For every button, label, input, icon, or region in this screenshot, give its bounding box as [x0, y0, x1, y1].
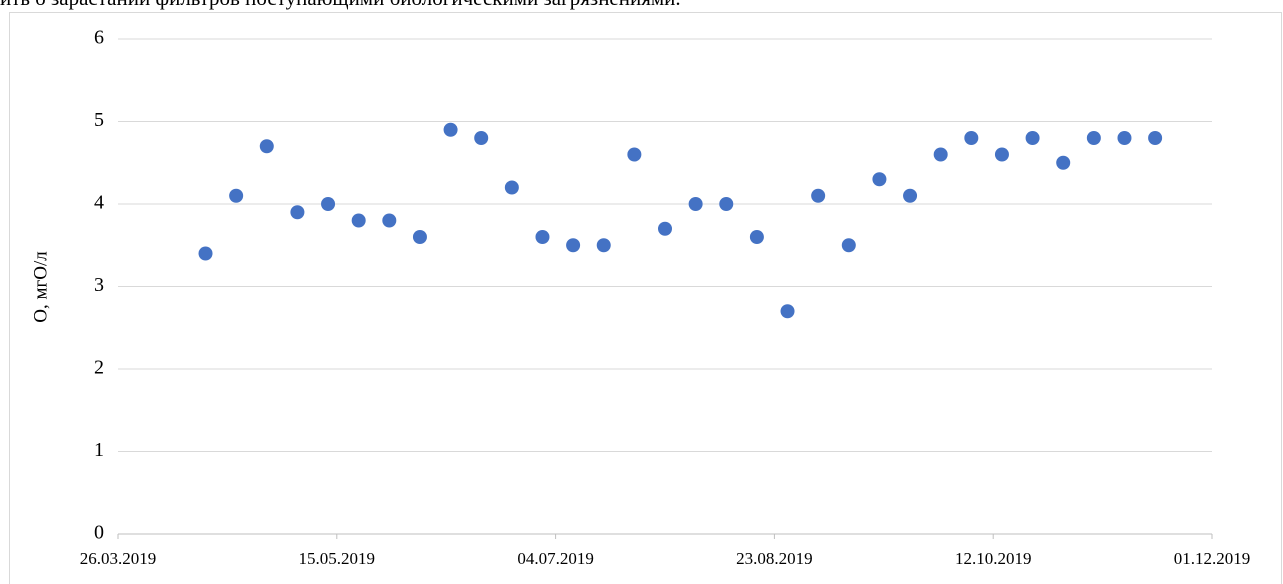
point — [688, 197, 703, 211]
point — [229, 188, 244, 203]
chart-frame — [9, 12, 1282, 584]
point — [749, 230, 764, 244]
point — [627, 147, 642, 162]
point — [474, 131, 489, 145]
point — [811, 188, 826, 203]
point — [1025, 131, 1040, 145]
x-tick-label: 26.03.2019 — [80, 549, 157, 568]
point — [443, 122, 458, 137]
point — [1056, 155, 1071, 170]
point — [596, 238, 611, 253]
x-tick-label: 01.12.2019 — [1174, 549, 1251, 568]
point — [290, 205, 305, 220]
point — [259, 139, 274, 154]
point — [658, 221, 672, 236]
point — [504, 180, 519, 195]
x-tick-label: 15.05.2019 — [299, 549, 376, 568]
y-tick-label: 4 — [94, 192, 104, 214]
point — [964, 131, 979, 145]
x-tick-label: 04.07.2019 — [517, 549, 594, 568]
point — [933, 147, 948, 162]
y-tick-label: 1 — [94, 439, 104, 461]
y-tick-label: 0 — [94, 522, 104, 544]
point — [719, 197, 734, 211]
point — [566, 238, 581, 253]
document-text: ить о зарастании фильтров поступающими б… — [0, 0, 681, 11]
point — [535, 230, 550, 244]
point — [351, 213, 366, 228]
x-tick-label: 12.10.2019 — [955, 549, 1032, 568]
point — [198, 246, 213, 261]
y-axis-label: O, мгO/л — [30, 251, 51, 323]
y-tick-label: 6 — [94, 27, 104, 49]
x-tick-label: 23.08.2019 — [736, 549, 813, 568]
point — [382, 213, 397, 228]
point — [1086, 131, 1101, 145]
point — [1148, 131, 1163, 145]
point — [1117, 131, 1132, 145]
y-tick-label: 3 — [94, 274, 104, 296]
point — [321, 197, 336, 211]
y-tick-label: 2 — [94, 357, 104, 379]
point — [872, 172, 887, 187]
point — [903, 188, 918, 203]
point — [412, 230, 427, 244]
point — [994, 147, 1009, 162]
y-tick-label: 5 — [94, 109, 104, 131]
point — [841, 238, 856, 253]
point — [780, 304, 795, 319]
